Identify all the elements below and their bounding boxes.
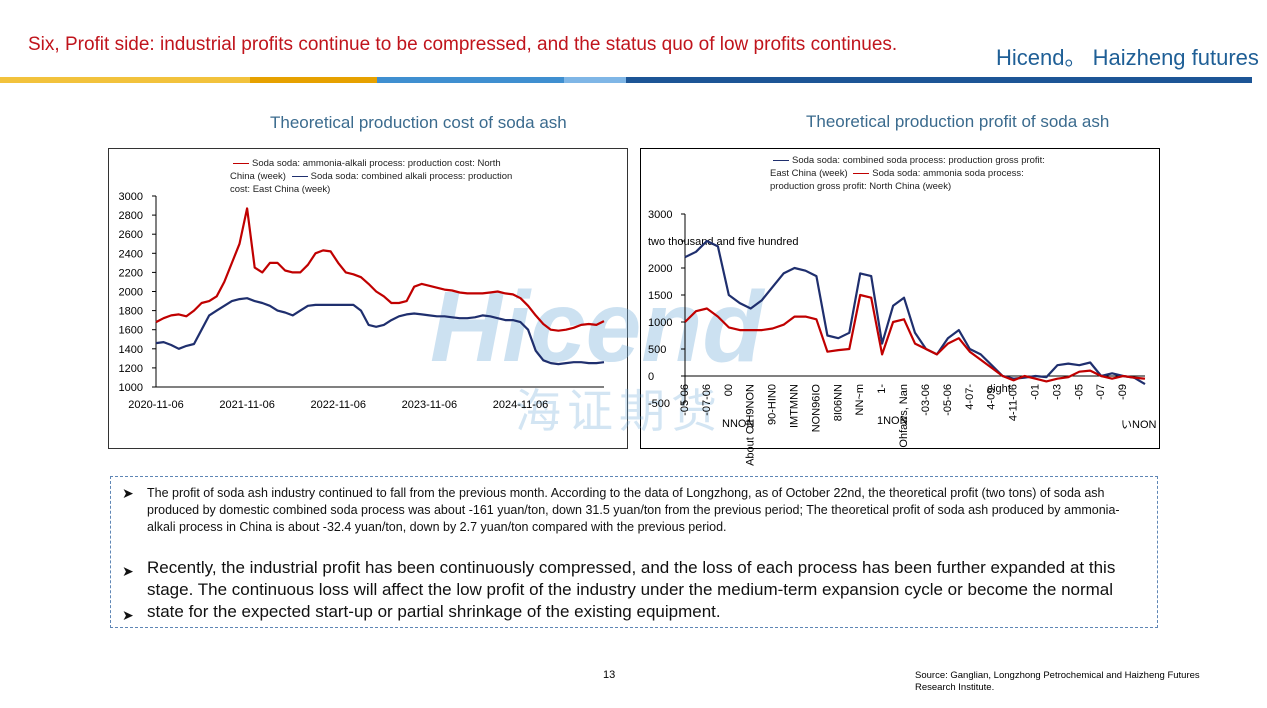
- x-tick-label: 00: [723, 384, 735, 396]
- x-tick-label: -07: [1095, 384, 1107, 400]
- stripe: [564, 77, 626, 83]
- stripe: [377, 77, 564, 83]
- bullet-text: Recently, the industrial profit has been…: [147, 558, 1116, 621]
- y-tick-label: 500: [648, 344, 666, 356]
- y-tick-label: 3000: [119, 191, 143, 203]
- x-tick-label: -05-06: [942, 384, 954, 416]
- y-tick-label: 1400: [119, 344, 143, 356]
- logo: Hicend。 Haizheng futures: [996, 45, 1259, 70]
- annotation: いNON: [1121, 419, 1156, 431]
- x-tick-label: 4-07-: [964, 384, 976, 410]
- bullet: ➤ The profit of soda ash industry continu…: [122, 485, 1120, 534]
- stripe: [250, 77, 377, 83]
- legend-label: Soda soda: ammonia soda process: product…: [770, 168, 1024, 192]
- source: Source: Ganglian, Longzhong Petrochemica…: [915, 670, 1200, 693]
- x-tick-label: 2020-11-06: [128, 399, 183, 411]
- x-tick-label: -05: [1073, 384, 1085, 400]
- x-tick-label: NON96IO: [810, 384, 822, 433]
- x-tick-label: 2024-11-06: [493, 399, 548, 411]
- x-tick-label: About OIH9NON: [745, 384, 757, 466]
- series-line: [155, 297, 605, 366]
- chart-frame: [108, 148, 628, 449]
- y-tick-label: 2600: [119, 229, 143, 241]
- y-tick-label: two thousand and five hundred: [648, 236, 798, 248]
- series-line: [684, 293, 1146, 383]
- y-tick-label: 2800: [119, 210, 143, 222]
- x-tick-label: IMTMNN: [789, 384, 801, 428]
- x-tick-label: 8I06NN: [832, 384, 844, 421]
- x-tick-label: -03: [1051, 384, 1063, 400]
- x-tick-label: 2022-11-06: [311, 399, 366, 411]
- series-line: [155, 207, 605, 332]
- legend-label: Soda soda: combined soda process: produc…: [770, 155, 1045, 179]
- x-tick-label: 2021-11-06: [219, 399, 274, 411]
- x-tick-label: -09: [1117, 384, 1129, 400]
- annotation: 1NON: [877, 415, 908, 427]
- y-tick-label: 2400: [119, 248, 143, 260]
- x-tick-label: -07-06: [701, 384, 713, 416]
- y-tick-label: 1200: [119, 363, 143, 375]
- y-tick-label: 1000: [119, 382, 143, 394]
- y-tick-label: 1600: [119, 325, 143, 337]
- chart-title: Theoretical production cost of soda ash: [270, 113, 567, 132]
- annotation: NNON: [722, 418, 754, 430]
- y-tick-label: 2000: [119, 287, 143, 299]
- y-tick-label: 2200: [119, 267, 143, 279]
- watermark: 海证期货: [515, 385, 723, 437]
- x-tick-label: -03-06: [920, 384, 932, 416]
- y-tick-label: 1000: [648, 317, 672, 329]
- chart-frame: [640, 148, 1160, 449]
- x-tick-label: 1-: [876, 384, 888, 394]
- x-tick-label: Ohfaws, Nan: [898, 384, 910, 448]
- stripe: [626, 77, 1252, 83]
- legend-label: Soda soda: ammonia-alkali process: produ…: [230, 158, 501, 182]
- y-tick-label: 2000: [648, 263, 672, 275]
- bullet: ➤ ➤ Recently, the industrial profit has be…: [122, 558, 1116, 623]
- y-tick-label: 3000: [648, 209, 672, 221]
- y-tick-label: 1500: [648, 290, 672, 302]
- legend: Soda soda: combined soda process: produc…: [770, 154, 1045, 193]
- x-tick-label: 4-11-06: [1008, 384, 1020, 421]
- bullet-text: The profit of soda ash industry continue…: [147, 486, 1120, 534]
- page-number: 13: [603, 669, 616, 681]
- x-tick-label: 90-HIN0: [767, 384, 779, 425]
- y-tick-label: -500: [648, 398, 670, 410]
- y-tick-label: 1800: [119, 306, 143, 318]
- x-tick-label: 2023-11-06: [402, 399, 457, 411]
- watermark: Hicend: [430, 271, 764, 383]
- legend-label: Soda soda: combined alkali process: prod…: [230, 171, 513, 195]
- stripe: [0, 77, 250, 83]
- annotation: eight: [987, 383, 1011, 395]
- x-tick-label: 4-09-: [986, 384, 998, 410]
- chart-title: Theoretical production profit of soda as…: [806, 112, 1110, 131]
- bullet-box: ➤ The profit of soda ash industry continu…: [110, 476, 1158, 628]
- x-tick-label: -01: [1029, 384, 1041, 400]
- y-tick-label: 0: [648, 371, 654, 383]
- x-tick-label: -05-06: [679, 384, 691, 416]
- series-line: [684, 239, 1146, 386]
- legend: Soda soda: ammonia-alkali process: produ…: [230, 157, 520, 196]
- x-tick-label: NN~m: [854, 384, 866, 415]
- slide-title: Six, Profit side: industrial profits con…: [28, 34, 898, 55]
